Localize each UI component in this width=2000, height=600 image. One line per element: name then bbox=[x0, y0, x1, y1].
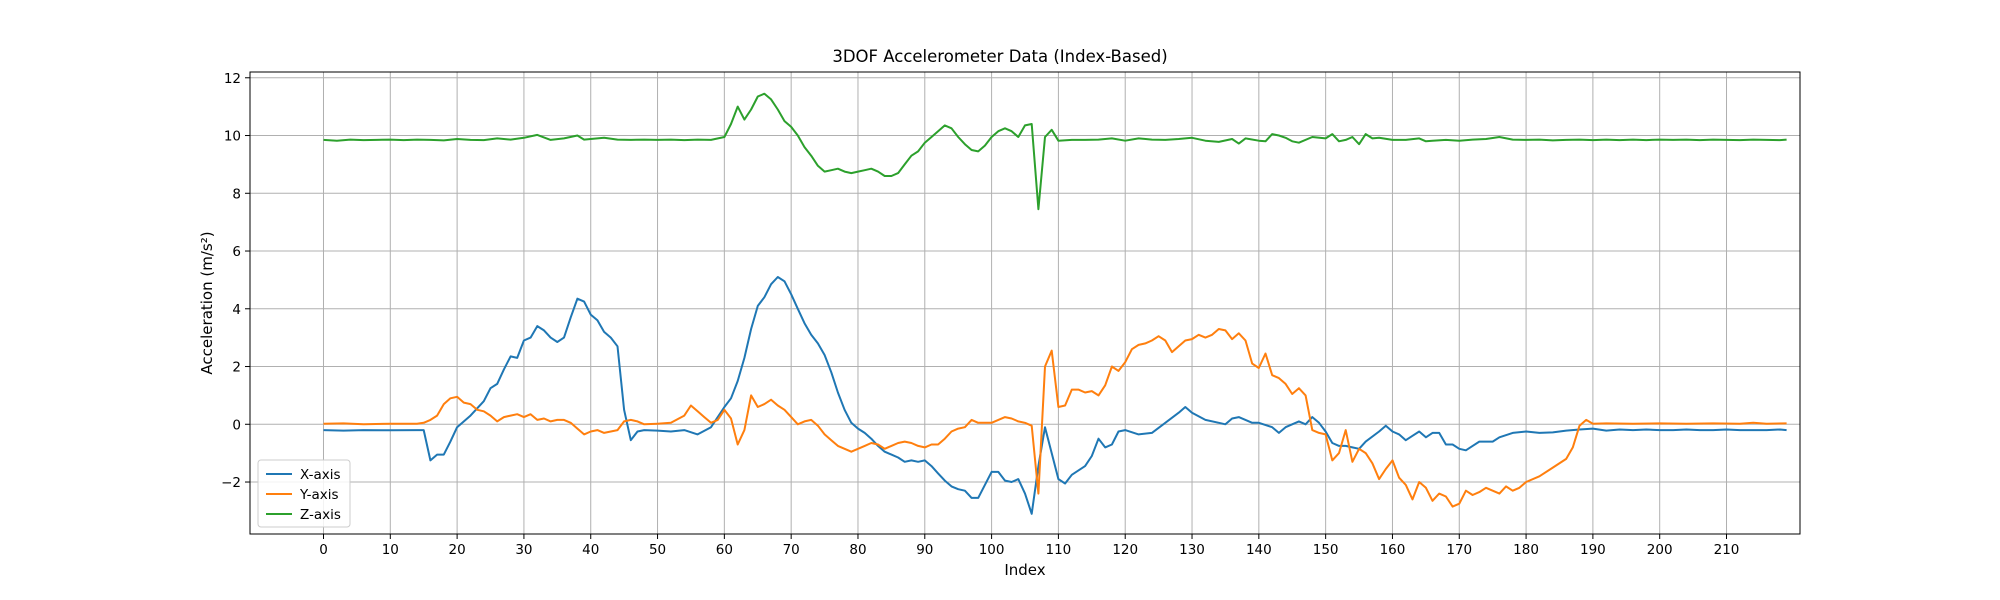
y-tick-label: 2 bbox=[232, 360, 241, 376]
series-line-y-axis bbox=[323, 328, 1787, 508]
y-tick-label: 10 bbox=[224, 129, 241, 145]
x-tick-label: 70 bbox=[783, 542, 800, 558]
legend: X-axis Y-axis Z-axis bbox=[257, 459, 351, 528]
chart-title: 3DOF Accelerometer Data (Index-Based) bbox=[832, 47, 1167, 66]
x-tick-label: 110 bbox=[1046, 542, 1072, 558]
x-tick-label: 50 bbox=[649, 542, 666, 558]
axis-ticks: 0 10 20 30 40 50 60 70 80 90 100 110 120 130 140 150 160… bbox=[221, 71, 1739, 558]
x-tick-label: 210 bbox=[1714, 542, 1740, 558]
y-tick-label: 8 bbox=[232, 186, 241, 202]
x-tick-label: 40 bbox=[582, 542, 599, 558]
plot-frame bbox=[249, 71, 1801, 535]
x-tick-label: 180 bbox=[1513, 542, 1539, 558]
x-tick-label: 0 bbox=[319, 542, 328, 558]
x-tick-label: 130 bbox=[1179, 542, 1205, 558]
x-tick-label: 30 bbox=[515, 542, 532, 558]
legend-box bbox=[257, 459, 351, 528]
x-tick-label: 60 bbox=[716, 542, 733, 558]
legend-label-z-axis: Z-axis bbox=[300, 507, 341, 523]
x-axis-label: Index bbox=[1004, 561, 1045, 579]
y-tick-label: 12 bbox=[224, 71, 241, 87]
x-tick-label: 20 bbox=[449, 542, 466, 558]
x-tick-label: 190 bbox=[1580, 542, 1606, 558]
y-tick-label: 0 bbox=[232, 417, 241, 433]
x-tick-label: 170 bbox=[1446, 542, 1472, 558]
y-tick-label: 6 bbox=[232, 244, 241, 260]
x-tick-label: 10 bbox=[382, 542, 399, 558]
y-tick-label: −2 bbox=[221, 475, 241, 491]
x-tick-label: 80 bbox=[849, 542, 866, 558]
x-tick-label: 140 bbox=[1246, 542, 1272, 558]
x-tick-label: 100 bbox=[979, 542, 1005, 558]
x-tick-label: 150 bbox=[1313, 542, 1339, 558]
x-tick-label: 160 bbox=[1380, 542, 1406, 558]
legend-label-y-axis: Y-axis bbox=[299, 487, 339, 503]
x-tick-label: 200 bbox=[1647, 542, 1673, 558]
y-tick-label: 4 bbox=[232, 302, 241, 318]
x-tick-label: 120 bbox=[1112, 542, 1138, 558]
plot-area bbox=[323, 92, 1787, 515]
series-line-z-axis bbox=[323, 92, 1787, 211]
series-line-x-axis bbox=[323, 276, 1787, 515]
grid-lines bbox=[250, 72, 1800, 534]
x-tick-label: 90 bbox=[916, 542, 933, 558]
legend-label-x-axis: X-axis bbox=[300, 467, 341, 483]
y-axis-label: Acceleration (m/s²) bbox=[198, 231, 216, 374]
